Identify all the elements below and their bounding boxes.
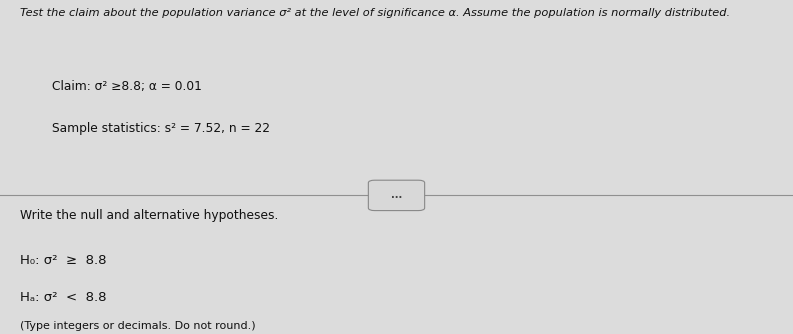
FancyBboxPatch shape bbox=[0, 195, 793, 334]
FancyBboxPatch shape bbox=[0, 0, 793, 195]
Text: Hₐ: σ²  <  8.8: Hₐ: σ² < 8.8 bbox=[20, 291, 106, 304]
FancyBboxPatch shape bbox=[368, 180, 425, 211]
Text: Test the claim about the population variance σ² at the level of significance α. : Test the claim about the population vari… bbox=[20, 8, 730, 18]
Text: Claim: σ² ≥8.8; α = 0.01: Claim: σ² ≥8.8; α = 0.01 bbox=[52, 80, 201, 93]
Text: Write the null and alternative hypotheses.: Write the null and alternative hypothese… bbox=[20, 209, 278, 222]
Text: ...: ... bbox=[391, 190, 402, 200]
Text: H₀: σ²  ≥  8.8: H₀: σ² ≥ 8.8 bbox=[20, 254, 106, 267]
Text: (Type integers or decimals. Do not round.): (Type integers or decimals. Do not round… bbox=[20, 321, 255, 331]
Text: Sample statistics: s² = 7.52, n = 22: Sample statistics: s² = 7.52, n = 22 bbox=[52, 122, 270, 135]
